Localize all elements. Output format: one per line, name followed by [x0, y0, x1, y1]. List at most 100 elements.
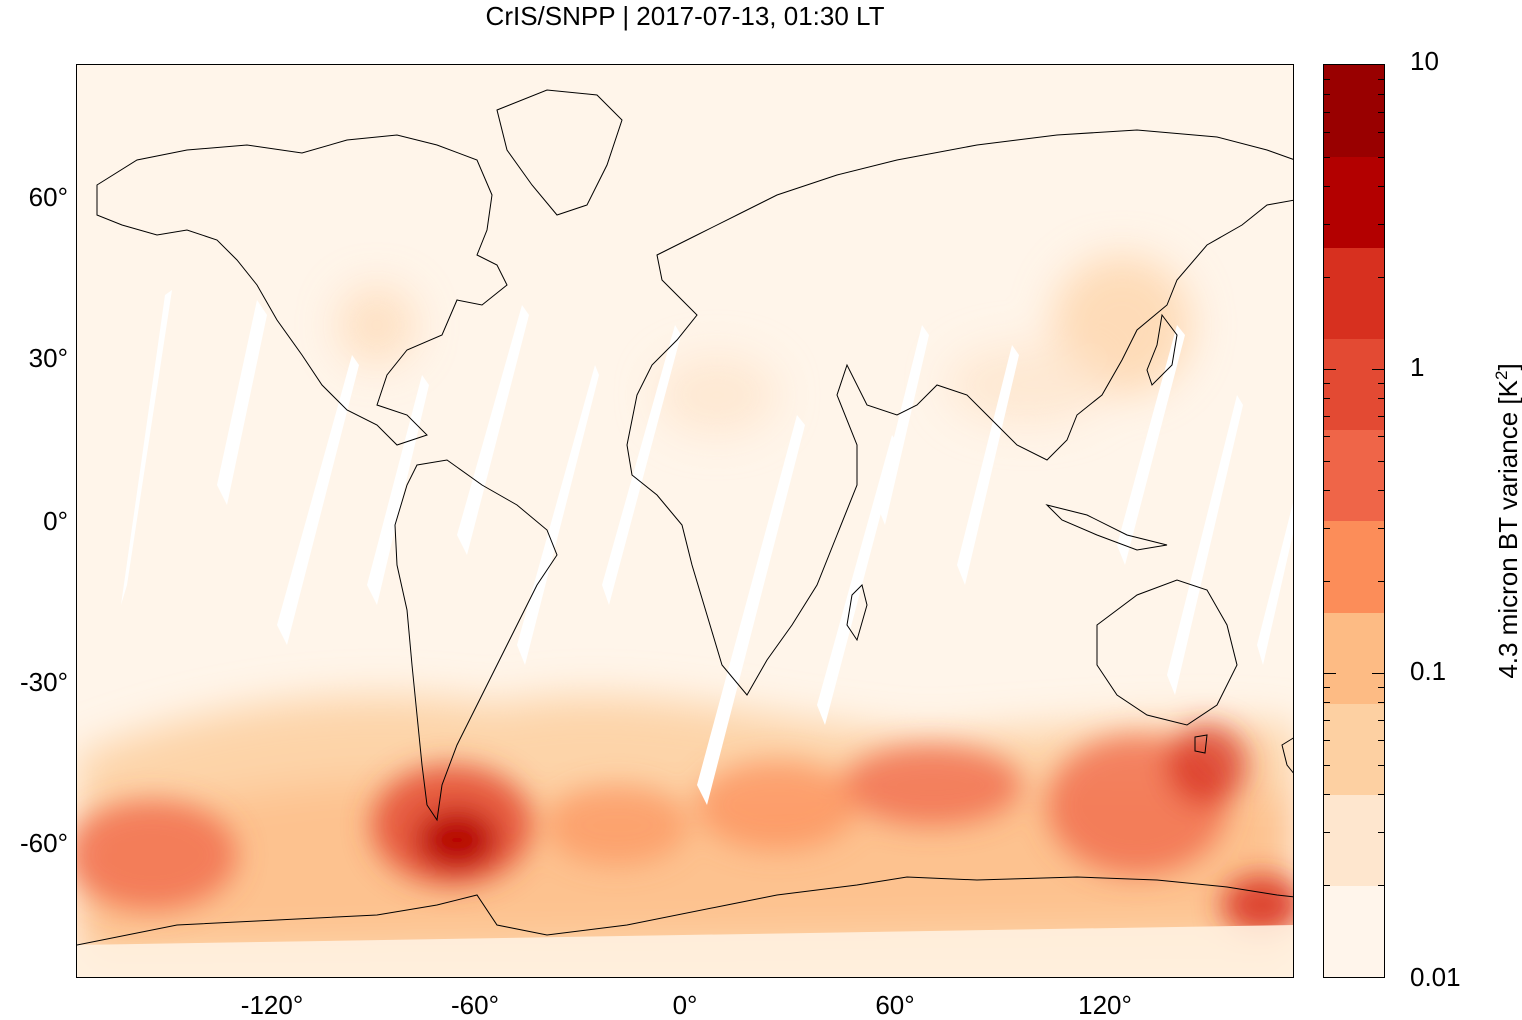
x-tick-label: 0°	[672, 990, 698, 1020]
coastlines	[77, 89, 1293, 946]
colorbar-tick	[1324, 132, 1330, 134]
x-tick-label: 60°	[875, 990, 915, 1020]
colorbar-band	[1324, 247, 1384, 340]
y-tick-label: 30°	[28, 343, 68, 373]
colorbar-band	[1324, 338, 1384, 431]
colorbar-band	[1324, 885, 1384, 977]
map-plot-area	[76, 64, 1294, 978]
colorbar-tick	[1324, 416, 1330, 418]
colorbar-tick	[1324, 527, 1330, 529]
coastline-antarctica	[77, 876, 1293, 946]
colorbar-band	[1324, 156, 1384, 248]
colorbar-tick-label: 0.01	[1410, 962, 1461, 992]
colorbar-band	[1324, 703, 1384, 796]
colorbar-tick	[1378, 489, 1384, 491]
colorbar-tick	[1324, 673, 1336, 674]
colorbar-tick	[1372, 673, 1384, 674]
colorbar-tick	[1378, 436, 1384, 438]
colorbar-tick	[1324, 831, 1330, 833]
colorbar-tick	[1378, 740, 1384, 742]
x-tick-label: -60°	[451, 990, 499, 1020]
colorbar-tick	[1324, 78, 1330, 80]
variance-hotspots	[77, 725, 1293, 935]
colorbar-tick	[1324, 185, 1330, 187]
colorbar-tick	[1372, 977, 1384, 978]
colorbar-tick	[1378, 686, 1384, 688]
colorbar-tick	[1324, 398, 1330, 400]
colorbar-tick	[1324, 382, 1330, 384]
y-tick-label: 60°	[28, 182, 68, 212]
colorbar-tick	[1324, 740, 1330, 742]
colorbar-tick	[1378, 277, 1384, 279]
y-tick-label: 0°	[43, 506, 68, 536]
colorbar-tick	[1378, 132, 1384, 134]
colorbar-tick	[1378, 223, 1384, 225]
coastline-south-america	[394, 459, 558, 822]
colorbar	[1323, 64, 1385, 978]
colorbar-tick	[1378, 398, 1384, 400]
coastline-greenland	[496, 89, 623, 216]
colorbar-tick	[1324, 436, 1330, 438]
colorbar-tick	[1324, 460, 1330, 462]
map-title: CrIS/SNPP | 2017-07-13, 01:30 LT	[485, 1, 885, 31]
hotspot-drake-passage	[417, 810, 497, 870]
map-canvas	[77, 89, 1293, 977]
colorbar-tick	[1324, 720, 1330, 722]
colorbar-tick	[1324, 581, 1330, 583]
colorbar-tick	[1378, 78, 1384, 80]
colorbar-tick	[1324, 885, 1330, 887]
colorbar-tick-label: 10	[1410, 46, 1439, 76]
colorbar-tick	[1324, 277, 1330, 279]
colorbar-tick	[1378, 460, 1384, 462]
colorbar-tick	[1378, 831, 1384, 833]
colorbar-band	[1324, 65, 1384, 157]
coastline-tasmania	[1194, 734, 1208, 754]
colorbar-tick	[1324, 369, 1336, 370]
colorbar-tick	[1378, 581, 1384, 583]
colorbar-tick	[1324, 223, 1330, 225]
coastline-new-zealand	[1281, 737, 1293, 774]
x-tick-label: -120°	[240, 990, 304, 1020]
orbit-swath-gaps	[121, 290, 1293, 805]
colorbar-tick-label: 0.1	[1410, 656, 1447, 686]
coastline-madagascar	[846, 584, 868, 642]
colorbar-tick	[1324, 156, 1330, 158]
colorbar-tick	[1324, 686, 1330, 688]
colorbar-tick	[1324, 793, 1330, 795]
colorbar-tick	[1378, 416, 1384, 418]
colorbar-tick	[1378, 793, 1384, 795]
colorbar-band	[1324, 794, 1384, 887]
colorbar-tick	[1378, 156, 1384, 158]
colorbar-tick	[1324, 977, 1336, 978]
y-tick-label: -60°	[20, 828, 68, 858]
coastline-indonesia	[1045, 504, 1168, 551]
northern-light-patches	[337, 255, 1192, 435]
colorbar-tick	[1378, 764, 1384, 766]
colorbar-band	[1324, 612, 1384, 704]
colorbar-title: 4.3 micron BT variance [K2]	[1492, 363, 1522, 679]
colorbar-tick	[1378, 720, 1384, 722]
colorbar-tick	[1378, 382, 1384, 384]
colorbar-tick	[1378, 185, 1384, 187]
y-tick-label: -30°	[20, 667, 68, 697]
colorbar-tick	[1378, 94, 1384, 96]
coastline-eurasia-africa	[626, 129, 1293, 696]
x-tick-label: 120°	[1078, 990, 1132, 1020]
colorbar-band	[1324, 521, 1384, 613]
colorbar-tick	[1324, 489, 1330, 491]
colorbar-tick	[1324, 702, 1330, 704]
colorbar-tick	[1378, 885, 1384, 887]
coastline-japan	[1146, 313, 1178, 386]
coastline-australia	[1096, 579, 1238, 726]
hotspot-indian-ocean	[842, 745, 1022, 825]
hotspot-pacific-140w	[77, 800, 237, 910]
colorbar-tick	[1378, 527, 1384, 529]
hotspot-ross-sea	[1222, 875, 1293, 935]
colorbar-tick-label: 1	[1410, 352, 1425, 382]
colorbar-tick	[1372, 369, 1384, 370]
hotspot-tasmania	[1167, 725, 1247, 805]
colorbar-tick	[1324, 112, 1330, 114]
colorbar-tick	[1378, 112, 1384, 114]
colorbar-band	[1324, 429, 1384, 522]
colorbar-tick	[1324, 94, 1330, 96]
